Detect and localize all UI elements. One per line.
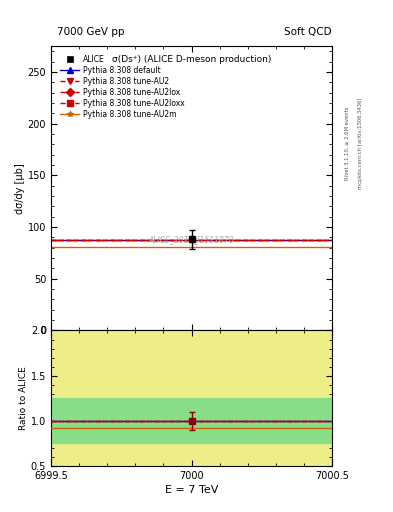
Text: Soft QCD: Soft QCD	[285, 27, 332, 37]
Text: σ(Ds⁺) (ALICE D-meson production): σ(Ds⁺) (ALICE D-meson production)	[112, 55, 271, 63]
Y-axis label: Ratio to ALICE: Ratio to ALICE	[19, 366, 28, 430]
Bar	[51, 398, 332, 443]
Text: ALICE_2017_I1511870: ALICE_2017_I1511870	[149, 235, 234, 244]
Legend: ALICE, Pythia 8.308 default, Pythia 8.308 tune-AU2, Pythia 8.308 tune-AU2lox, Py: ALICE, Pythia 8.308 default, Pythia 8.30…	[58, 53, 187, 121]
Text: 7000 GeV pp: 7000 GeV pp	[57, 27, 125, 37]
Y-axis label: dσ/dy [μb]: dσ/dy [μb]	[15, 163, 25, 214]
X-axis label: E = 7 TeV: E = 7 TeV	[165, 485, 218, 495]
Text: Rivet 3.1.10, ≥ 2.6M events: Rivet 3.1.10, ≥ 2.6M events	[345, 106, 350, 180]
Text: mcplots.cern.ch [arXiv:1306.3436]: mcplots.cern.ch [arXiv:1306.3436]	[358, 98, 363, 189]
